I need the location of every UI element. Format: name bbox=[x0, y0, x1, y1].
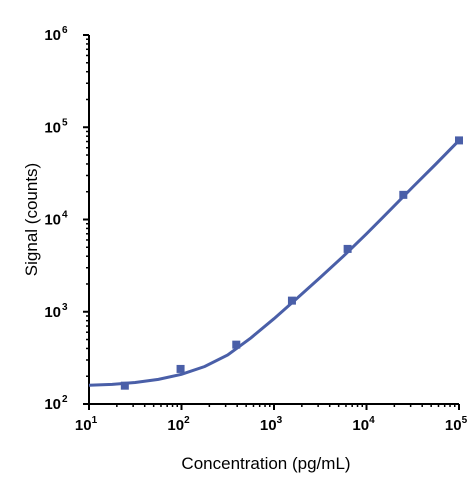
y-tick-base: 10 bbox=[44, 119, 61, 136]
y-tick-label: 10 bbox=[44, 396, 61, 413]
x-tick-exponent: 4 bbox=[369, 415, 375, 426]
x-tick-base: 10 bbox=[352, 417, 369, 434]
data-point bbox=[232, 340, 241, 349]
y-tick-base: 10 bbox=[44, 27, 61, 44]
y-tick-exponent: 3 bbox=[62, 302, 68, 313]
y-tick-exponent: 4 bbox=[62, 210, 68, 221]
y-tick-label: 10 bbox=[44, 27, 61, 44]
y-tick-label: 10 bbox=[44, 212, 61, 229]
x-tick-label: 105 bbox=[445, 415, 468, 434]
data-point bbox=[399, 190, 408, 199]
data-point bbox=[287, 296, 296, 305]
x-tick-label: 103 bbox=[260, 415, 283, 434]
y-tick-base: 10 bbox=[44, 304, 61, 321]
y-tick-exponent: 5 bbox=[62, 117, 68, 128]
x-tick-base: 10 bbox=[445, 417, 462, 434]
x-tick-exponent: 2 bbox=[184, 415, 190, 426]
data-point bbox=[120, 381, 129, 390]
data-point bbox=[343, 244, 352, 253]
data-point bbox=[176, 364, 185, 373]
x-axis-ticks: 101 102 103 104 105 bbox=[75, 404, 468, 434]
y-tick-exponent: 2 bbox=[62, 394, 68, 405]
data-points bbox=[120, 136, 463, 390]
y-tick-label: 10 bbox=[44, 304, 61, 321]
x-tick-base: 10 bbox=[167, 417, 184, 434]
x-tick-label: 101 bbox=[75, 415, 98, 434]
x-axis-title: Concentration (pg/mL) bbox=[181, 454, 350, 473]
axes bbox=[88, 35, 459, 405]
x-tick-base: 10 bbox=[75, 417, 92, 434]
x-tick-label: 104 bbox=[352, 415, 375, 434]
x-tick-base: 10 bbox=[260, 417, 277, 434]
x-tick-exponent: 3 bbox=[277, 415, 283, 426]
x-tick-exponent: 1 bbox=[92, 415, 98, 426]
x-tick-label: 102 bbox=[167, 415, 190, 434]
y-tick-label: 10 bbox=[44, 119, 61, 136]
y-tick-exponent: 6 bbox=[62, 25, 68, 36]
x-tick-exponent: 5 bbox=[462, 415, 468, 426]
y-tick-base: 10 bbox=[44, 396, 61, 413]
y-tick-base: 10 bbox=[44, 212, 61, 229]
fit-curve bbox=[88, 139, 461, 387]
y-axis-title: Signal (counts) bbox=[22, 163, 41, 276]
data-point bbox=[455, 136, 463, 145]
